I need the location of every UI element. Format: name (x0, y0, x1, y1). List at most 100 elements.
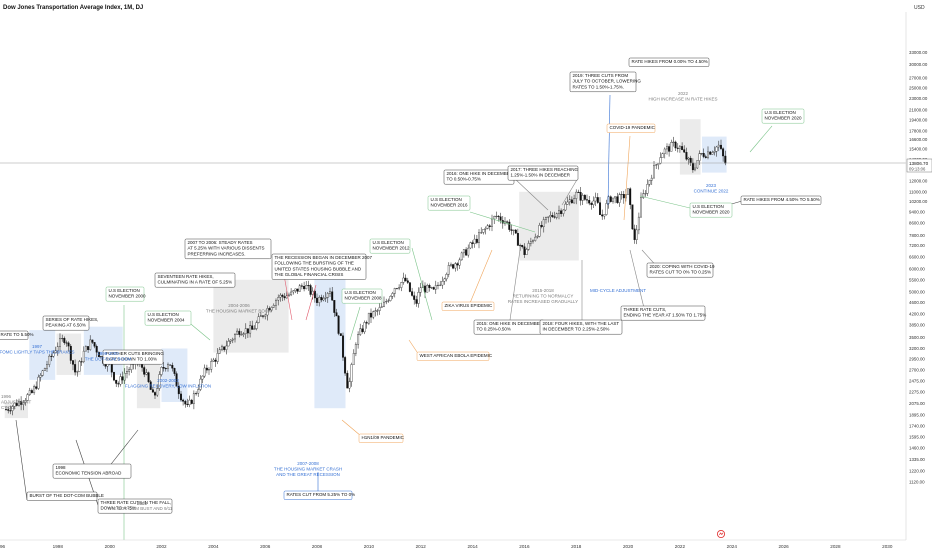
candle-up (100, 356, 102, 358)
candle-up (417, 292, 420, 304)
candle-up (350, 364, 353, 382)
time-tick-label: 2012 (416, 544, 427, 549)
candle-up (387, 300, 390, 302)
candle-up (210, 361, 213, 370)
annotation-connector (509, 249, 521, 321)
price-tick-label: 17800.00 (909, 128, 928, 133)
candle-up (573, 198, 576, 204)
price-tick-label: 25000.00 (909, 85, 928, 90)
candle-up (672, 141, 675, 143)
annotation-label-text: ADJUSTMENT (1, 399, 32, 404)
annotation-connector (749, 125, 773, 153)
price-tick-label: 5500.00 (909, 277, 925, 282)
price-axis[interactable] (906, 12, 932, 540)
candle-up (458, 259, 461, 266)
candle-down (475, 238, 478, 243)
annotation-box-frame (539, 319, 623, 335)
price-tick-label: 2275.00 (909, 389, 925, 394)
candle-up (562, 209, 565, 214)
candle-up (128, 369, 131, 372)
candle-up (326, 293, 329, 298)
candle-up (620, 194, 623, 195)
candle-down (303, 286, 306, 290)
candle-up (657, 163, 660, 165)
candle-up (532, 240, 534, 242)
candle-down (67, 342, 70, 347)
candle-up (348, 381, 351, 389)
price-tick-label: 6000.00 (909, 266, 925, 271)
price-tick-label: 3200.00 (909, 346, 925, 351)
annotation-connector (15, 419, 28, 501)
annotation-box-text: RATE TO 5.50% (1, 332, 34, 337)
candle-up (527, 243, 530, 250)
candle-down (471, 242, 474, 244)
candle-down (149, 381, 152, 390)
annotation-connector (305, 284, 317, 321)
annotation-box-text: 1998 (56, 465, 67, 470)
annotation-label-text: 2022 (678, 91, 689, 96)
annotation-box-text: CULMINATING IN A RATE OF 5.25% (158, 280, 233, 285)
candle-down (411, 291, 414, 296)
candle-down (7, 409, 10, 411)
candle-up (288, 294, 290, 296)
candle-down (370, 312, 372, 318)
candle-down (588, 200, 591, 204)
candle-up (661, 153, 664, 158)
candle-down (182, 399, 185, 402)
time-tick-label: 2006 (260, 544, 271, 549)
candle-down (162, 367, 165, 369)
candle-down (173, 368, 176, 374)
tradingview-logo-icon[interactable] (716, 529, 726, 539)
annotation-box-text: DOWN TO 4.75% (101, 506, 137, 511)
annotation-connector (107, 429, 139, 469)
candle-up (33, 386, 36, 393)
annotation-box-text: RATE HIKES FROM 4.50% TO 5.50% (744, 197, 820, 202)
annotation-box-text: U.S ELECTION (373, 240, 404, 245)
annotation-box-frame (154, 272, 236, 288)
candle-up (48, 355, 51, 365)
annotation-box: THE RECESSION BEGAN IN DECEMBER 2007FOLL… (271, 253, 373, 280)
time-axis[interactable] (0, 540, 932, 550)
annotation-box: BURST OF THE DOT-COM BUBBLE (26, 491, 104, 501)
candle-down (151, 389, 154, 393)
annotation-label: 2001 (137, 501, 148, 506)
candle-up (396, 288, 398, 290)
candle-down (281, 294, 284, 297)
candle-down (616, 196, 619, 203)
annotation-box: ZIKA VIRUS EPIDEMIC (441, 301, 495, 311)
candle-up (272, 305, 275, 308)
candle-down (333, 300, 336, 313)
annotation-box-text: RATE HIKES FROM 0.00% TO 4.50% (632, 59, 708, 64)
candle-down (408, 282, 411, 292)
annotation-box-frame (102, 349, 164, 365)
annotation-box: RATES CUT FROM 5.25% TO 0% (283, 490, 355, 500)
candle-down (406, 280, 409, 283)
candle-up (696, 160, 699, 169)
candle-down (205, 367, 208, 371)
candle-down (599, 202, 601, 215)
candle-up (478, 232, 480, 243)
time-tick-label: 2024 (727, 544, 738, 549)
candle-up (225, 345, 228, 350)
candle-up (391, 293, 394, 297)
price-tick-label: 1335.00 (909, 457, 925, 462)
candle-up (534, 236, 537, 241)
candle-up (59, 338, 61, 347)
candle-down (63, 338, 66, 343)
candle-up (687, 157, 690, 160)
price-tick-label: 4200.00 (909, 312, 925, 317)
candle-down (69, 345, 72, 361)
candle-down (262, 315, 264, 317)
candle-up (529, 241, 532, 244)
candle-up (698, 153, 701, 161)
candle-down (452, 264, 455, 269)
candle-down (601, 214, 604, 217)
annotation-box-text: FOLLOWING THE BURSTING OF THE (275, 261, 354, 266)
candle-down (72, 360, 74, 365)
annotation-box-frame (689, 202, 733, 218)
annotation-box: COVID-19 PANDEMIC (606, 123, 656, 133)
candle-up (644, 193, 647, 195)
annotation-connector (349, 306, 361, 341)
